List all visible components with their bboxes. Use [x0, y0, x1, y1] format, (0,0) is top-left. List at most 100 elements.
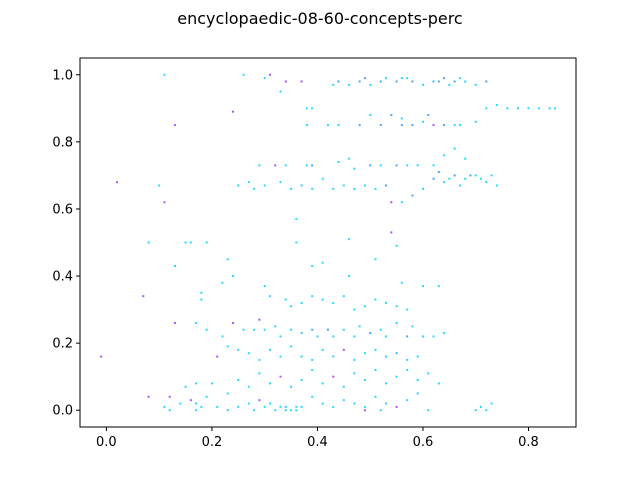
data-point — [342, 348, 345, 351]
data-point — [247, 385, 250, 388]
data-point — [458, 184, 461, 187]
data-point — [300, 332, 303, 335]
data-point — [374, 187, 377, 190]
data-point — [242, 328, 245, 331]
data-point — [253, 187, 256, 190]
data-point — [205, 395, 208, 398]
data-point — [527, 107, 530, 110]
data-point — [237, 379, 240, 382]
data-point — [279, 90, 282, 93]
data-point — [416, 392, 419, 395]
data-point — [311, 164, 314, 167]
data-point — [353, 402, 356, 405]
data-point — [279, 375, 282, 378]
data-point — [173, 124, 176, 127]
data-point — [453, 124, 456, 127]
data-point — [184, 385, 187, 388]
data-point — [300, 80, 303, 83]
data-point — [237, 348, 240, 351]
data-point — [268, 348, 271, 351]
data-point — [400, 201, 403, 204]
data-point — [232, 110, 235, 113]
data-point — [443, 77, 446, 80]
data-point — [411, 124, 414, 127]
data-point — [469, 174, 472, 177]
data-point — [490, 174, 493, 177]
data-point — [247, 181, 250, 184]
data-point — [390, 114, 393, 117]
data-point — [485, 409, 488, 412]
data-point — [464, 177, 467, 180]
data-point — [100, 355, 103, 358]
x-tick-label: 0.2 — [202, 435, 223, 450]
data-point — [179, 402, 182, 405]
data-point — [332, 301, 335, 304]
data-point — [385, 382, 388, 385]
data-point — [242, 73, 245, 76]
data-point — [385, 77, 388, 80]
data-point — [332, 187, 335, 190]
data-point — [300, 184, 303, 187]
data-point — [390, 231, 393, 234]
data-point — [258, 318, 261, 321]
plot-frame — [79, 57, 577, 428]
data-point — [406, 164, 409, 167]
data-point — [395, 244, 398, 247]
data-point — [358, 80, 361, 83]
data-point — [158, 184, 161, 187]
data-point — [363, 305, 366, 308]
data-point — [490, 402, 493, 405]
data-point — [485, 107, 488, 110]
data-point — [316, 335, 319, 338]
data-point — [385, 335, 388, 338]
data-point — [216, 355, 219, 358]
data-point — [268, 382, 271, 385]
data-point — [247, 352, 250, 355]
data-point — [274, 164, 277, 167]
data-point — [253, 328, 256, 331]
data-point — [263, 328, 266, 331]
data-point — [416, 164, 419, 167]
data-point — [421, 187, 424, 190]
data-point — [263, 184, 266, 187]
data-point — [210, 382, 213, 385]
data-point — [363, 352, 366, 355]
data-point — [416, 355, 419, 358]
data-point — [311, 107, 314, 110]
data-point — [295, 409, 298, 412]
data-point — [300, 405, 303, 408]
data-point — [321, 382, 324, 385]
data-point — [205, 241, 208, 244]
data-point — [290, 187, 293, 190]
data-point — [411, 80, 414, 83]
data-point — [395, 405, 398, 408]
data-point — [295, 241, 298, 244]
data-point — [337, 80, 340, 83]
data-point — [279, 335, 282, 338]
data-point — [263, 405, 266, 408]
data-point — [263, 285, 266, 288]
data-point — [374, 258, 377, 261]
data-point — [474, 120, 477, 123]
data-point — [290, 409, 293, 412]
data-point — [258, 164, 261, 167]
y-tick-label: 0.6 — [52, 202, 73, 217]
data-point — [406, 368, 409, 371]
data-point — [437, 80, 440, 83]
data-point — [353, 358, 356, 361]
data-point — [495, 103, 498, 106]
data-point — [342, 399, 345, 402]
data-point — [327, 124, 329, 127]
data-point — [305, 107, 308, 110]
data-point — [300, 355, 303, 358]
data-point — [400, 117, 403, 120]
data-point — [311, 358, 314, 361]
data-point — [232, 322, 235, 325]
data-point — [268, 295, 271, 298]
data-point — [337, 160, 340, 163]
data-point — [506, 107, 509, 110]
data-point — [290, 385, 293, 388]
data-point — [385, 355, 388, 358]
data-point — [406, 308, 409, 311]
